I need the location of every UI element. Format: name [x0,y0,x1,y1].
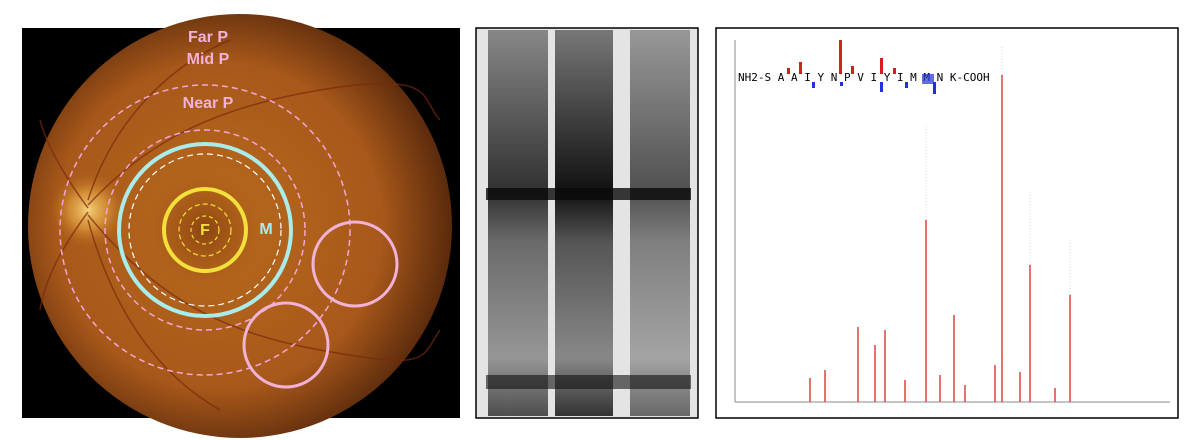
peptide-sequence: NH2-S A A I Y N P V I Y I M M N K-COOH [738,71,990,84]
peak-guides [925,45,1071,295]
y-ion-markers [812,74,936,94]
far-periphery-label: Far P [188,29,228,46]
fundus-panel: Far P Mid P Near P F M [22,14,460,438]
macula-inner-circle [128,153,282,307]
fovea-label: F [200,222,210,239]
optic-disc [50,172,126,248]
sample-circle [242,301,330,389]
fovea-circle [162,187,248,273]
gel-band [486,375,691,389]
gel-lane [555,30,613,416]
near-periphery-label: Near P [183,95,234,112]
vessels [39,39,441,411]
zone-circles [59,84,351,376]
gel-lane [630,30,690,416]
spectrum-background [715,27,1179,419]
spectrum-panel: NH2-S A A I Y N P V I Y I M M N K-COOH [715,27,1179,419]
gel-band [486,188,691,200]
sample-circle [311,220,399,308]
macula-label: M [259,221,272,238]
gel-panel [475,27,699,419]
b-ion-markers [787,40,896,74]
parafovea-circle [178,203,232,257]
foveola-circle [190,215,220,245]
mid-periphery-circle [59,84,351,376]
macula-circle [117,142,293,318]
near-periphery-circle [104,129,306,331]
peaks [809,75,1071,402]
mid-periphery-label: Mid P [187,51,230,68]
gel-lane [488,30,548,416]
